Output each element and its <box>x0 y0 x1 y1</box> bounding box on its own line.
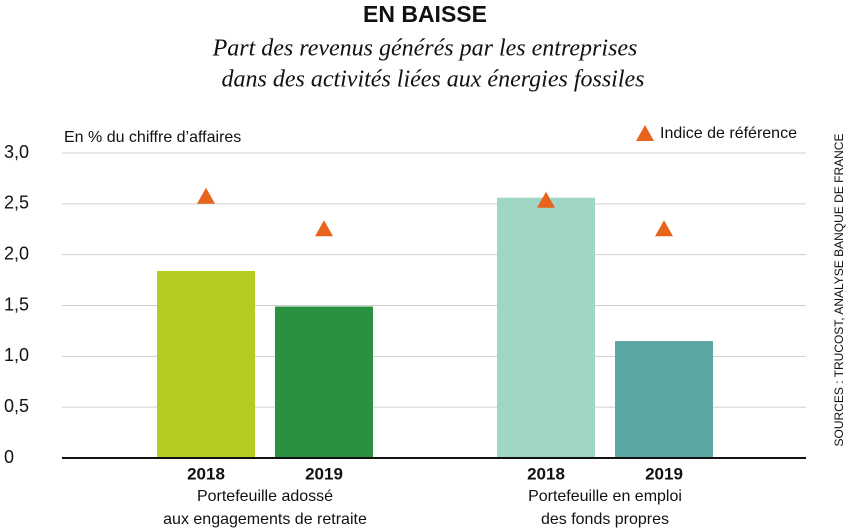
chart-subtitle: Part des revenus générés par les entrepr… <box>212 36 638 62</box>
y-tick-label: 0 <box>4 447 14 467</box>
group-label: Portefeuille adossé <box>197 488 333 505</box>
y-tick-label: 1,0 <box>4 345 29 365</box>
group-label: aux engagements de retraite <box>163 511 367 528</box>
benchmark-marker <box>655 220 673 237</box>
y-tick-label: 3,0 <box>4 142 29 162</box>
y-axis-label: En % du chiffre d’affaires <box>64 129 241 146</box>
source: SOURCES : TRUCOST, ANALYSE BANQUE DE FRA… <box>832 134 846 447</box>
y-tick-label: 2,0 <box>4 243 29 263</box>
benchmark-marker <box>197 187 215 204</box>
chart-title: EN BAISSE <box>363 1 487 27</box>
bar <box>157 270 255 458</box>
benchmark-marker <box>537 191 555 208</box>
bar <box>497 197 595 458</box>
bar <box>615 341 713 458</box>
x-tick-label: 2018 <box>527 464 565 483</box>
y-tick-label: 0,5 <box>4 396 29 416</box>
chart-subtitle: dans des activités liées aux énergies fo… <box>221 67 644 93</box>
bar <box>275 306 373 458</box>
benchmark-marker <box>315 220 333 237</box>
y-tick-label: 1,5 <box>4 294 29 314</box>
x-tick-label: 2018 <box>187 464 225 483</box>
y-tick-label: 2,5 <box>4 193 29 213</box>
legend-label: Indice de référence <box>660 125 797 142</box>
group-label: Portefeuille en emploi <box>528 488 682 505</box>
group-label: des fonds propres <box>541 511 669 528</box>
x-tick-label: 2019 <box>645 464 683 483</box>
legend-marker <box>636 125 654 141</box>
x-tick-label: 2019 <box>305 464 343 483</box>
